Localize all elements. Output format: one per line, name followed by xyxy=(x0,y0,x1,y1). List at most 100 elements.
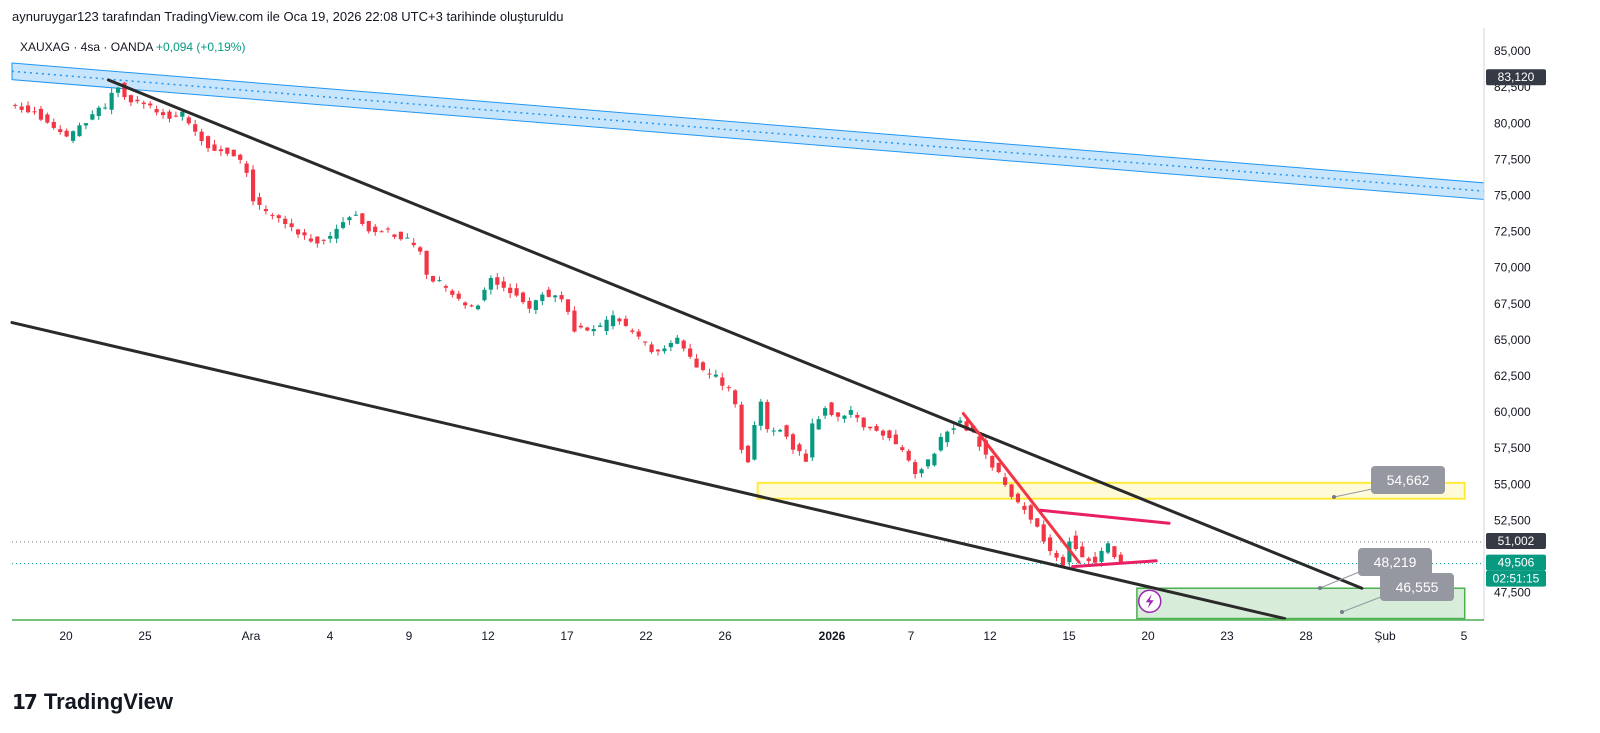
candle-body xyxy=(328,236,333,239)
x-tick-label: 7 xyxy=(908,629,915,643)
candle-body xyxy=(173,115,179,117)
candle-body xyxy=(945,431,950,443)
candle-body xyxy=(1118,554,1123,564)
callout-anchor xyxy=(1332,495,1336,499)
candle-body xyxy=(103,107,108,109)
candle-body xyxy=(353,214,358,216)
candle-body xyxy=(295,229,301,235)
x-tick-label: 23 xyxy=(1220,629,1234,643)
candle-body xyxy=(745,445,751,463)
candle-body xyxy=(848,410,853,415)
candle-body xyxy=(276,215,281,219)
drawings xyxy=(10,78,1364,621)
candle-body xyxy=(19,106,24,110)
time-axis: 20 25 Ara 4 9 12 17 22 26 2026 7 12 15 20 23 28 Şub 5 xyxy=(12,619,1484,643)
price-axis-badge xyxy=(1486,533,1546,550)
candle-body xyxy=(797,444,802,452)
candle-body xyxy=(598,325,603,327)
red-trendline xyxy=(961,412,1081,564)
candle-body xyxy=(379,231,384,233)
candle-body xyxy=(450,290,455,295)
candle-body xyxy=(610,315,616,327)
tradingview-wordmark: TradingView xyxy=(43,689,174,714)
candles xyxy=(13,82,1123,569)
candle-body xyxy=(321,239,326,241)
candle-body xyxy=(90,114,95,120)
y-tick-label: 80,000 xyxy=(1494,116,1531,130)
x-tick-label: 2026 xyxy=(819,629,846,643)
candle-body xyxy=(154,109,159,113)
candle-body xyxy=(315,236,320,244)
candle-body xyxy=(546,289,551,297)
candle-body xyxy=(180,111,185,117)
candle-body xyxy=(938,436,943,451)
candle-body xyxy=(270,214,275,216)
candle-body xyxy=(790,434,796,450)
level-callout-box xyxy=(1358,548,1432,576)
candle-body xyxy=(861,417,866,428)
zones xyxy=(11,62,1485,620)
y-tick-label: 57,500 xyxy=(1494,441,1531,455)
candle-body xyxy=(771,430,776,432)
candle-body xyxy=(977,436,982,447)
yellow-resistance-zone xyxy=(756,481,1466,500)
candle-body xyxy=(13,104,18,106)
candle-body xyxy=(32,111,37,113)
y-tick-label: 52,500 xyxy=(1494,513,1531,527)
lower-channel-line xyxy=(10,321,1287,621)
candle-body xyxy=(244,163,249,173)
candle-body xyxy=(141,102,146,105)
y-tick-label: 70,000 xyxy=(1494,261,1531,275)
candle-body xyxy=(578,325,583,328)
x-tick-label: 17 xyxy=(560,629,574,643)
candle-body xyxy=(167,111,172,119)
candle-body xyxy=(308,238,313,242)
callout-leader xyxy=(1333,487,1378,498)
candle-body xyxy=(893,434,898,445)
candle-body xyxy=(1086,558,1091,562)
candle-body xyxy=(334,228,339,239)
candle-body xyxy=(199,131,204,142)
candle-body xyxy=(488,278,493,290)
candle-body xyxy=(115,87,121,93)
candle-body xyxy=(1060,556,1066,566)
candle-body xyxy=(205,136,211,149)
candle-body xyxy=(186,117,191,124)
tradingview-logo[interactable]: 17 TradingView xyxy=(12,689,173,715)
candle-body xyxy=(212,144,217,151)
price-axis-badge xyxy=(1486,570,1546,587)
candle-body xyxy=(283,218,288,225)
candle-body xyxy=(38,108,44,120)
candle-body xyxy=(45,114,50,123)
candle-body xyxy=(694,358,699,368)
candle-body xyxy=(604,319,609,332)
callout-leader xyxy=(1341,594,1387,613)
candle-body xyxy=(675,337,680,344)
candle-body xyxy=(1105,543,1111,553)
candle-body xyxy=(1015,493,1021,503)
candle-body xyxy=(906,450,911,461)
candle-body xyxy=(720,377,725,386)
candle-body xyxy=(803,453,808,462)
y-tick-label: 85,000 xyxy=(1494,44,1531,58)
symbol-name[interactable]: XAUXAG · 4sa · OANDA xyxy=(20,40,153,54)
price-chart[interactable]: 85,00082,50080,00077,50075,00072,50070,0… xyxy=(0,28,1600,678)
candle-body xyxy=(553,295,558,298)
candle-body xyxy=(482,289,487,301)
candle-body xyxy=(289,223,294,228)
y-tick-label: 77,500 xyxy=(1494,152,1531,166)
callout-anchor xyxy=(1340,610,1344,614)
candle-body xyxy=(437,280,442,282)
x-tick-label: 5 xyxy=(1461,629,1468,643)
candle-body xyxy=(591,328,596,332)
symbol-legend[interactable]: XAUXAG · 4sa · OANDA +0,094 (+0,19%) xyxy=(20,40,245,54)
candle-body xyxy=(122,82,127,98)
candle-body xyxy=(835,412,841,417)
candle-body xyxy=(681,340,686,349)
candle-body xyxy=(925,459,931,467)
candle-body xyxy=(405,237,410,239)
candle-body xyxy=(733,390,738,405)
candle-body xyxy=(508,287,513,294)
candle-body xyxy=(463,302,468,306)
candle-body xyxy=(1073,535,1078,549)
